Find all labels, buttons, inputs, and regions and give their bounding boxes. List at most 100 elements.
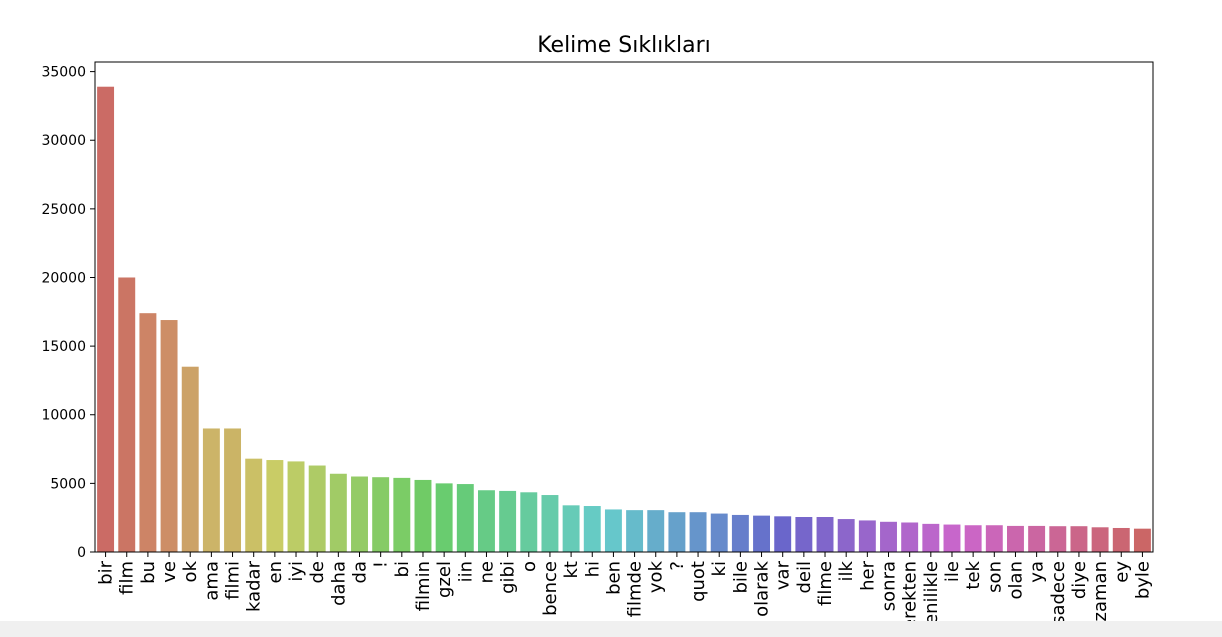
bar-14: [393, 477, 411, 552]
xtick-label-2: bu: [138, 561, 159, 584]
bar-34: [816, 517, 834, 552]
bars-layer: [97, 86, 1151, 553]
xtick-label-6: filmi: [223, 561, 244, 600]
xtick-label-32: var: [773, 560, 794, 590]
xtick-label-19: gibi: [498, 561, 519, 594]
xtick-label-21: bence: [540, 561, 561, 616]
xtick-label-3: ve: [159, 561, 180, 583]
xtick-label-46: diye: [1069, 561, 1090, 599]
xtick-label-1: film: [117, 561, 138, 595]
bar-20: [520, 492, 538, 552]
plot-frame: [94, 61, 1154, 553]
bar-40: [943, 524, 961, 552]
xtick-label-17: iin: [455, 561, 476, 582]
bar-7: [245, 458, 263, 552]
xtick-label-47: zaman: [1090, 561, 1111, 621]
window-footer-bar: [0, 621, 1222, 637]
xtick-label-41: tek: [963, 560, 984, 589]
xtick-label-20: o: [519, 561, 540, 572]
xtick-label-45: sadece: [1048, 561, 1069, 625]
xtick-label-8: en: [265, 561, 286, 583]
xtick-label-42: son: [984, 561, 1005, 593]
bar-45: [1049, 526, 1067, 552]
xtick-label-26: yok: [646, 560, 667, 593]
bar-32: [774, 516, 792, 552]
bar-35: [837, 519, 855, 552]
bar-25: [626, 510, 644, 552]
ytick-label-6: 30000: [41, 133, 86, 149]
xtick-label-16: gzel: [434, 561, 455, 598]
ytick-label-2: 10000: [41, 408, 86, 424]
xtick-label-29: ki: [709, 561, 730, 576]
bar-18: [478, 490, 495, 552]
xtick-label-27: ?: [667, 561, 688, 571]
xtick-label-24: ben: [603, 561, 624, 595]
xtick-label-30: bile: [730, 561, 751, 594]
bar-36: [858, 520, 876, 552]
bar-1: [118, 277, 136, 552]
bar-37: [880, 521, 897, 552]
xtick-label-15: filmin: [413, 561, 434, 611]
xtick-label-11: daha: [328, 561, 349, 606]
bar-10: [308, 465, 326, 552]
ytick-label-4: 20000: [41, 270, 86, 286]
bar-27: [668, 512, 686, 552]
bar-2: [139, 313, 157, 552]
xtick-label-36: her: [857, 560, 878, 590]
ytick-label-1: 5000: [50, 476, 86, 492]
xtick-label-28: quot: [688, 561, 709, 602]
bar-13: [372, 477, 390, 552]
xtick-label-4: ok: [180, 560, 201, 582]
xtick-label-13: !: [371, 561, 392, 568]
bar-4: [181, 366, 199, 552]
bar-49: [1133, 528, 1151, 552]
bar-12: [351, 476, 368, 552]
xtick-label-23: hi: [582, 561, 603, 577]
xtick-label-25: filmde: [625, 561, 646, 617]
y-axis: 0 5000 10000 15000 20000 25000 30000 35000: [41, 65, 95, 561]
xtick-label-44: ya: [1027, 561, 1048, 583]
bar-16: [435, 483, 453, 552]
bar-39: [922, 523, 940, 552]
bar-41: [964, 525, 982, 552]
xtick-label-43: olan: [1005, 561, 1026, 599]
bar-8: [266, 460, 284, 552]
xtick-label-22: kt: [561, 561, 582, 578]
bar-26: [647, 510, 665, 552]
xtick-label-12: da: [350, 561, 371, 583]
bar-11: [329, 473, 347, 552]
xtick-label-7: kadar: [244, 560, 265, 612]
ytick-label-5: 25000: [41, 202, 86, 218]
bar-6: [224, 428, 242, 552]
xtick-label-35: ilk: [836, 560, 857, 581]
bar-0: [97, 86, 115, 553]
bar-33: [795, 517, 813, 552]
bar-44: [1028, 525, 1046, 552]
x-axis: bir film bu ve ok ama filmi kadar en iyi de daha da!…: [96, 552, 1153, 637]
chart-title: Kelime Sıklıkları: [537, 33, 711, 58]
bar-31: [753, 515, 771, 552]
bar-29: [710, 513, 728, 552]
xtick-label-38: gerekten: [900, 561, 921, 637]
xtick-label-48: ey: [1111, 561, 1132, 583]
bar-24: [604, 509, 622, 552]
xtick-label-18: ne: [476, 561, 497, 583]
xtick-label-9: iyi: [286, 561, 307, 582]
bar-38: [901, 522, 919, 552]
bar-19: [499, 490, 517, 552]
bar-46: [1070, 526, 1088, 552]
bar-15: [414, 479, 432, 552]
xtick-label-37: sonra: [879, 561, 900, 611]
xtick-label-14: bi: [392, 561, 413, 577]
bar-30: [731, 514, 749, 552]
xtick-label-49: byle: [1132, 561, 1153, 599]
xtick-label-40: ile: [942, 561, 963, 582]
ytick-label-0: 0: [77, 545, 86, 561]
bar-43: [1007, 525, 1024, 552]
xtick-label-34: filme: [815, 561, 836, 606]
ytick-label-7: 35000: [41, 65, 86, 81]
xtick-label-10: de: [307, 561, 328, 584]
bar-5: [202, 428, 220, 552]
bar-28: [689, 512, 707, 552]
